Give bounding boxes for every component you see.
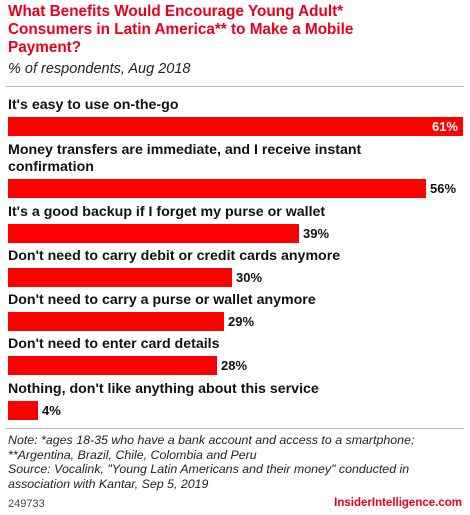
chart-id: 249733 xyxy=(8,498,45,510)
category-label: Money transfers are immediate, and I rec… xyxy=(8,142,362,158)
category-label: Don't need to carry a purse or wallet an… xyxy=(8,292,316,308)
bar xyxy=(8,401,38,420)
category-label: Nothing, don't like anything about this … xyxy=(8,381,319,397)
top-divider xyxy=(6,86,464,87)
bar xyxy=(8,179,426,198)
chart-subtitle: % of respondents, Aug 2018 xyxy=(8,61,191,77)
category-label: Don't need to enter card details xyxy=(8,336,220,352)
chart-title-line-1: What Benefits Would Encourage Young Adul… xyxy=(8,3,344,20)
chart-title-line-3: Payment? xyxy=(8,39,82,56)
value-label: 29% xyxy=(228,314,254,329)
value-label: 28% xyxy=(221,358,247,373)
value-label: 4% xyxy=(42,403,61,418)
bar xyxy=(8,224,299,243)
footnote-source-line-1: Source: Vocalink, "Young Latin Americans… xyxy=(8,462,410,477)
bar xyxy=(8,268,232,287)
footnote-note-line-1: Note: *ages 18-35 who have a bank accoun… xyxy=(8,433,415,447)
bottom-divider xyxy=(6,428,464,429)
chart-title-line-2: Consumers in Latin America** to Make a M… xyxy=(8,21,354,38)
category-label: Don't need to carry debit or credit card… xyxy=(8,248,340,264)
category-label: confirmation xyxy=(8,159,94,175)
value-label: 39% xyxy=(303,226,329,241)
bar xyxy=(8,312,224,331)
bar xyxy=(8,117,463,136)
footnote-source-line-2: association with Kantar, Sep 5, 2019 xyxy=(8,476,209,491)
category-label: It's a good backup if I forget my purse … xyxy=(8,204,325,220)
bar xyxy=(8,356,217,375)
value-label: 30% xyxy=(236,270,262,285)
chart-title: What Benefits Would Encourage Young Adul… xyxy=(8,3,463,57)
category-label: It's easy to use on-the-go xyxy=(8,97,179,113)
bar-chart: It's easy to use on-the-go 61% Money trans… xyxy=(8,97,463,420)
value-label: 56% xyxy=(430,181,456,196)
brand-logo-text: InsiderIntelligence.com xyxy=(334,497,462,509)
footnote-note-line-2: **Argentina, Brazil, Chile, Colombia and… xyxy=(8,447,257,462)
value-label: 61% xyxy=(432,119,458,134)
chart-footnote: Note: *ages 18-35 who have a bank accoun… xyxy=(8,433,464,491)
